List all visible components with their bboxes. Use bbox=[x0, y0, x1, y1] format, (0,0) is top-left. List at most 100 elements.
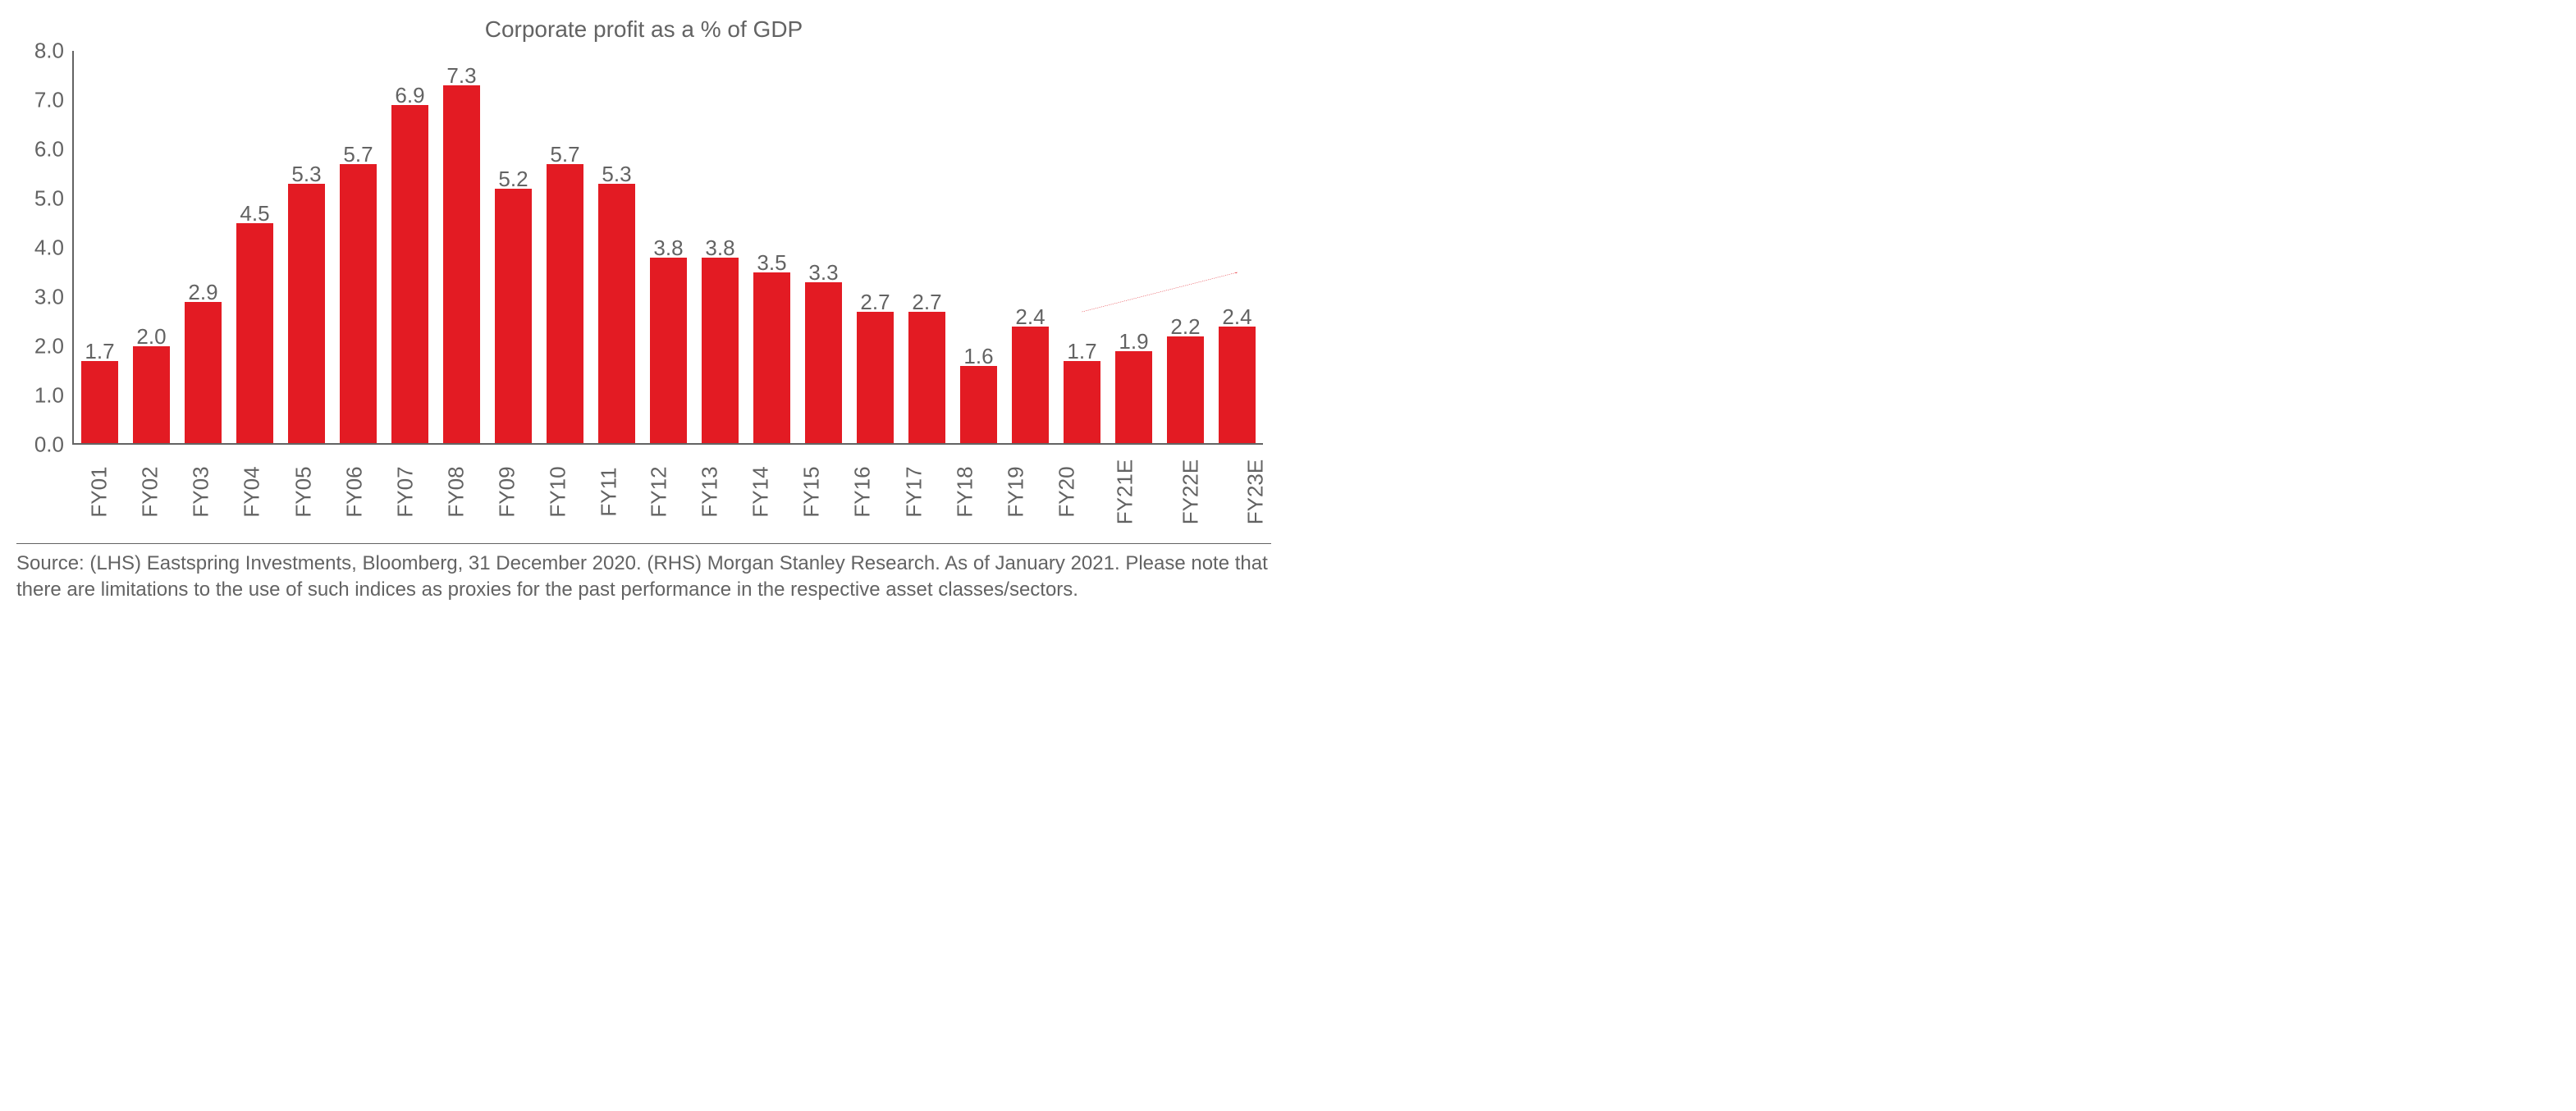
separator-line bbox=[16, 543, 1271, 544]
bar-value-label: 2.7 bbox=[860, 290, 890, 315]
category-label: FY17 bbox=[901, 466, 927, 517]
bar bbox=[495, 189, 532, 445]
bar-value-label: 2.0 bbox=[136, 324, 166, 350]
bar bbox=[1167, 336, 1204, 445]
bar-cell: 2.7 bbox=[901, 51, 953, 445]
bar bbox=[443, 85, 480, 445]
bar-cell: 5.2 bbox=[487, 51, 539, 445]
bar-value-label: 3.3 bbox=[808, 260, 838, 286]
y-tick-label: 2.0 bbox=[34, 334, 64, 359]
category-label: FY14 bbox=[748, 466, 774, 517]
bar-value-label: 1.6 bbox=[963, 344, 993, 369]
bar-cell: 3.8 bbox=[643, 51, 694, 445]
bar-cell: 3.3 bbox=[798, 51, 849, 445]
bar-value-label: 5.3 bbox=[602, 162, 631, 187]
x-axis-line bbox=[74, 443, 1263, 445]
bar-cell: 2.7 bbox=[849, 51, 901, 445]
bar-value-label: 3.8 bbox=[653, 235, 683, 261]
y-tick-label: 1.0 bbox=[34, 383, 64, 409]
bar-value-label: 4.5 bbox=[240, 201, 269, 226]
category-label: FY02 bbox=[138, 466, 163, 517]
category-cell: FY17 bbox=[889, 451, 940, 505]
category-label: FY06 bbox=[341, 466, 367, 517]
bar-value-label: 5.2 bbox=[498, 167, 528, 192]
y-tick-label: 8.0 bbox=[34, 39, 64, 64]
category-cell: FY13 bbox=[684, 451, 735, 505]
category-label: FY07 bbox=[393, 466, 419, 517]
bar bbox=[1064, 361, 1100, 445]
category-label: FY05 bbox=[291, 466, 316, 517]
category-label: FY10 bbox=[546, 466, 571, 517]
y-tick-label: 0.0 bbox=[34, 432, 64, 458]
category-cell: FY20 bbox=[1041, 451, 1092, 505]
plot-region: 1.72.02.94.55.35.76.97.35.25.75.33.83.83… bbox=[74, 51, 1263, 445]
category-cell: FY19 bbox=[991, 451, 1041, 505]
category-cell: FY02 bbox=[125, 451, 176, 505]
bar bbox=[1115, 351, 1152, 445]
bar bbox=[340, 164, 377, 445]
bar-cell: 5.3 bbox=[281, 51, 332, 445]
category-cell: FY03 bbox=[176, 451, 226, 505]
category-label: FY11 bbox=[596, 467, 621, 516]
bar-value-label: 1.9 bbox=[1119, 329, 1148, 354]
bar-value-label: 2.4 bbox=[1015, 304, 1045, 330]
bar bbox=[908, 312, 945, 445]
category-cell: FY09 bbox=[482, 451, 533, 505]
bar-cell: 2.4 bbox=[1004, 51, 1056, 445]
bar bbox=[185, 302, 222, 445]
category-label: FY03 bbox=[189, 466, 214, 517]
y-tick-label: 4.0 bbox=[34, 235, 64, 261]
bar bbox=[753, 272, 790, 445]
chart-container: Corporate profit as a % of GDP 0.0 1.0 2.0… bbox=[0, 0, 1288, 612]
category-label: FY12 bbox=[646, 466, 671, 517]
bar-value-label: 5.3 bbox=[291, 162, 321, 187]
bar-cell: 6.9 bbox=[384, 51, 436, 445]
category-cell: FY04 bbox=[226, 451, 277, 505]
category-label: FY21E bbox=[1112, 459, 1137, 525]
category-cell: FY10 bbox=[533, 451, 583, 505]
bar-value-label: 2.2 bbox=[1170, 314, 1200, 340]
category-label: FY08 bbox=[444, 466, 469, 517]
bar bbox=[133, 346, 170, 445]
bar-cell: 3.8 bbox=[694, 51, 746, 445]
bar-value-label: 1.7 bbox=[85, 339, 114, 364]
x-axis-categories: FY01FY02FY03FY04FY05FY06FY07FY08FY09FY10… bbox=[74, 451, 1263, 505]
bar bbox=[805, 282, 842, 445]
bar bbox=[236, 223, 273, 445]
category-label: FY22E bbox=[1178, 459, 1203, 525]
category-cell: FY08 bbox=[431, 451, 482, 505]
category-label: FY09 bbox=[495, 466, 520, 517]
bar-cell: 4.5 bbox=[229, 51, 281, 445]
category-label: FY01 bbox=[87, 466, 112, 517]
bar-value-label: 7.3 bbox=[446, 63, 476, 89]
bar-value-label: 2.9 bbox=[188, 280, 217, 305]
category-cell: FY15 bbox=[786, 451, 837, 505]
category-cell: FY12 bbox=[634, 451, 684, 505]
category-label: FY20 bbox=[1055, 466, 1080, 517]
y-axis: 0.01.02.03.04.05.06.07.08.0 bbox=[16, 51, 74, 445]
category-cell: FY21E bbox=[1092, 451, 1158, 505]
category-cell: FY22E bbox=[1158, 451, 1224, 505]
category-cell: FY05 bbox=[278, 451, 329, 505]
bar-value-label: 5.7 bbox=[550, 142, 579, 167]
bar-value-label: 6.9 bbox=[395, 83, 424, 108]
category-cell: FY11 bbox=[584, 451, 634, 505]
chart-title: Corporate profit as a % of GDP bbox=[16, 16, 1271, 43]
bar-cell: 1.9 bbox=[1108, 51, 1160, 445]
category-cell: FY07 bbox=[380, 451, 431, 505]
y-tick-label: 3.0 bbox=[34, 285, 64, 310]
category-cell: FY14 bbox=[735, 451, 786, 505]
bar-cell: 1.6 bbox=[953, 51, 1004, 445]
bars-group: 1.72.02.94.55.35.76.97.35.25.75.33.83.83… bbox=[74, 51, 1263, 445]
category-label: FY04 bbox=[240, 466, 265, 517]
category-cell: FY06 bbox=[329, 451, 380, 505]
bar bbox=[288, 184, 325, 445]
category-cell: FY01 bbox=[74, 451, 125, 505]
bar-value-label: 3.8 bbox=[705, 235, 734, 261]
bar bbox=[1219, 327, 1256, 445]
bar bbox=[857, 312, 894, 445]
bar-cell: 7.3 bbox=[436, 51, 487, 445]
bar-value-label: 1.7 bbox=[1067, 339, 1096, 364]
category-label: FY13 bbox=[698, 466, 723, 517]
category-label: FY15 bbox=[799, 466, 825, 517]
